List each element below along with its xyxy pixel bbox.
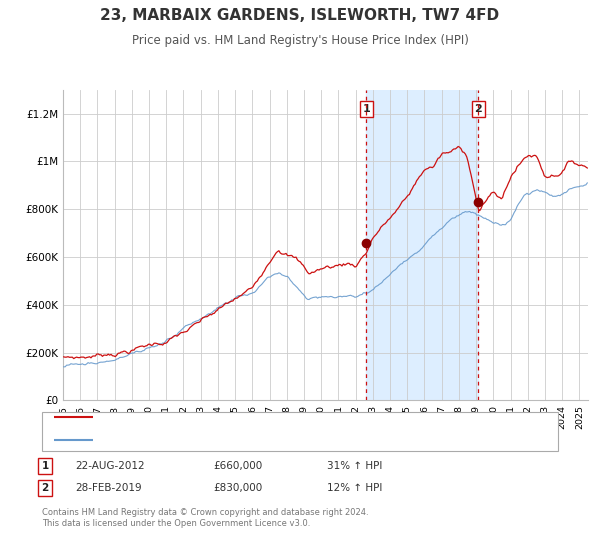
Text: 23, MARBAIX GARDENS, ISLEWORTH, TW7 4FD: 23, MARBAIX GARDENS, ISLEWORTH, TW7 4FD [100, 8, 500, 24]
Text: 23, MARBAIX GARDENS, ISLEWORTH, TW7 4FD (detached house): 23, MARBAIX GARDENS, ISLEWORTH, TW7 4FD … [99, 412, 423, 422]
Text: HPI: Average price, detached house, Hounslow: HPI: Average price, detached house, Houn… [99, 435, 332, 445]
Text: 2: 2 [41, 483, 49, 493]
Text: Price paid vs. HM Land Registry's House Price Index (HPI): Price paid vs. HM Land Registry's House … [131, 34, 469, 46]
Text: 2: 2 [475, 104, 482, 114]
Text: 12% ↑ HPI: 12% ↑ HPI [327, 483, 382, 493]
Text: 28-FEB-2019: 28-FEB-2019 [75, 483, 142, 493]
Text: 1: 1 [362, 104, 370, 114]
Text: 22-AUG-2012: 22-AUG-2012 [75, 461, 145, 471]
Text: £660,000: £660,000 [213, 461, 262, 471]
Bar [367, 90, 478, 400]
Text: Contains HM Land Registry data © Crown copyright and database right 2024.
This d: Contains HM Land Registry data © Crown c… [42, 508, 368, 528]
Text: £830,000: £830,000 [213, 483, 262, 493]
Text: 1: 1 [41, 461, 49, 471]
Text: 31% ↑ HPI: 31% ↑ HPI [327, 461, 382, 471]
